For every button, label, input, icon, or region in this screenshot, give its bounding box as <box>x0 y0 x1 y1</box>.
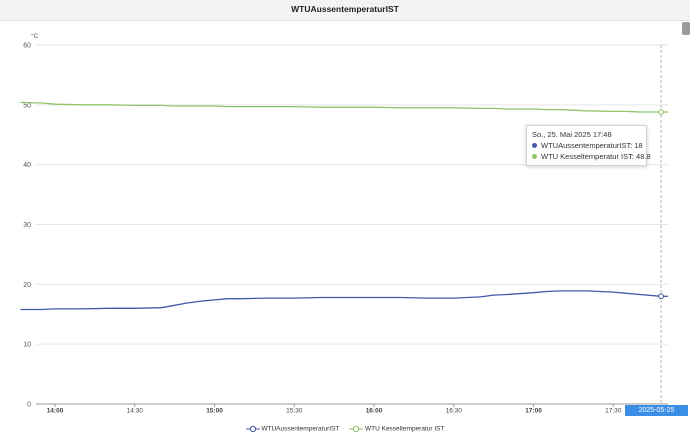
tooltip-row-text: WTUAussentemperaturIST: 18 <box>541 141 643 150</box>
x-tick-label: 15:00 <box>206 408 223 415</box>
y-tick-label: 40 <box>23 162 31 169</box>
y-tick-label: 50 <box>23 102 31 109</box>
y-tick-label: 10 <box>23 342 31 349</box>
cursor-time-label: 2025-05-25 17:47:34 <box>625 405 688 425</box>
tooltip-row-text: WTU Kesseltemperatur IST: 48.8 <box>541 152 651 161</box>
legend-item-series1[interactable]: WTUAussentemperaturIST <box>245 425 340 433</box>
series-line-2 <box>20 101 662 113</box>
y-tick-label: 0 <box>27 402 31 409</box>
legend-series1-icon <box>245 425 260 433</box>
y-tick-label: 60 <box>23 43 31 50</box>
x-tick-label: 15:30 <box>286 408 303 415</box>
legend-series2-icon <box>349 425 364 433</box>
legend-item-series2[interactable]: WTU Kesseltemperatur IST <box>349 425 444 433</box>
series-line-1 <box>20 290 662 311</box>
scrollbar-thumb[interactable] <box>682 22 690 35</box>
legend-label: WTU Kesseltemperatur IST <box>365 425 445 433</box>
title-bar: WTUAussentemperaturIST <box>0 0 690 21</box>
x-tick-label: 17:30 <box>605 408 622 415</box>
legend-label: WTUAussentemperaturIST <box>261 425 340 433</box>
hover-point-2 <box>658 109 664 115</box>
series2-dot-icon <box>532 154 537 159</box>
x-tick-label: 16:30 <box>446 408 463 415</box>
chart-title: WTUAussentemperaturIST <box>291 4 399 14</box>
tooltip-row: WTU Kesseltemperatur IST: 48.8 <box>532 151 651 162</box>
legend: WTUAussentemperaturIST WTU Kesseltempera… <box>0 425 690 435</box>
tooltip: So., 25. Mai 2025 17:48 WTUAussentempera… <box>526 125 651 166</box>
tooltip-row: WTUAussentemperaturIST: 18 <box>532 140 643 151</box>
tooltip-header: So., 25. Mai 2025 17:48 <box>532 130 612 139</box>
x-tick-label: 16:00 <box>366 408 383 415</box>
series1-dot-icon <box>532 143 537 148</box>
x-tick-label: 14:30 <box>127 408 144 415</box>
hover-point-1 <box>658 293 664 300</box>
x-tick-label: 14:00 <box>47 408 64 415</box>
x-tick-label: 17:00 <box>525 408 542 415</box>
y-tick-label: 30 <box>23 222 31 229</box>
y-tick-label: 20 <box>23 282 31 289</box>
y-unit-label: °C <box>31 32 39 40</box>
